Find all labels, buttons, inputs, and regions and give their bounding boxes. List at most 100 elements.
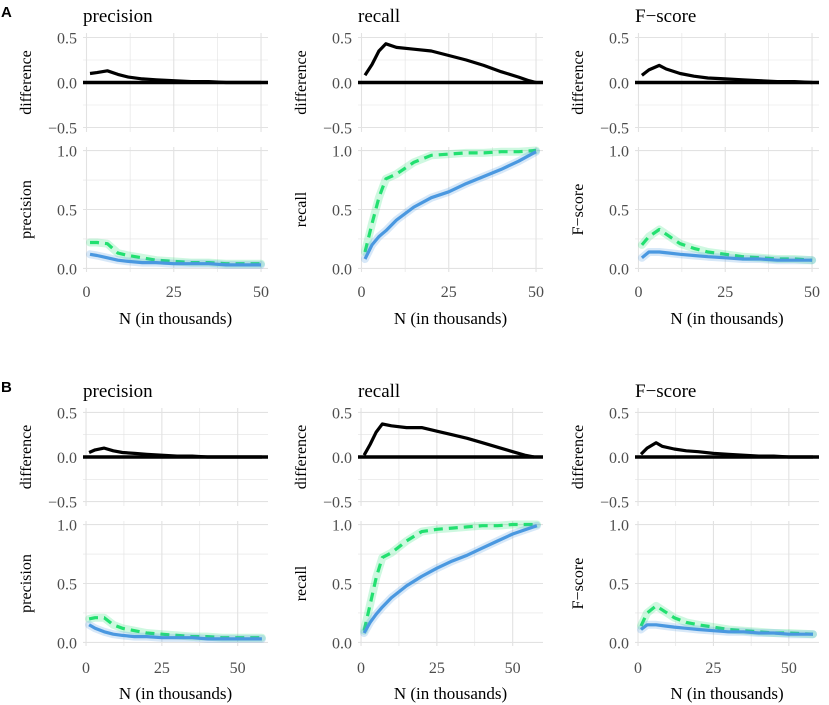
y-axis-label-a3-bottom: F−score	[570, 184, 587, 236]
y-tick-label-b1-bottom: 0.0	[57, 635, 77, 652]
x-axis-label-a2: N (in thousands)	[394, 309, 507, 328]
x-tick-label-a3: 0	[634, 284, 642, 301]
difference-series-line-a3-top	[640, 63, 813, 85]
y-tick-label-a2-bottom: 0.5	[332, 203, 352, 220]
y-tick-label-a1-top: −0.5	[48, 121, 77, 138]
y-tick-label-a2-bottom: 0.0	[332, 261, 352, 278]
y-tick-label-a1-bottom: 0.0	[57, 261, 77, 278]
column-title-b3: F−score	[635, 381, 696, 402]
subplot-column-b-3: F−score −0.5 0.0 0.5 difference 0.0 0.5 1.0 F−sc…	[570, 381, 819, 703]
column-title-b1: precision	[83, 381, 153, 402]
solid-series-line-b2-bottom	[362, 524, 538, 634]
x-axis-label-b2: N (in thousands)	[394, 684, 507, 703]
y-tick-label-b3-bottom: 0.5	[609, 577, 629, 594]
x-tick-label-b1: 25	[154, 660, 170, 677]
y-tick-label-a1-bottom: 0.5	[57, 203, 77, 220]
y-tick-label-a1-top: 0.0	[57, 76, 77, 93]
difference-series-line-a2-top	[363, 42, 537, 85]
dashed-series-line-b2-bottom	[362, 522, 537, 632]
x-tick-label-a2: 0	[357, 284, 365, 301]
y-tick-label-b3-bottom: 1.0	[609, 518, 629, 535]
solid-series-line-b3-bottom	[640, 623, 813, 636]
difference-series-line-b2-top	[362, 422, 535, 459]
y-tick-label-a2-top: 0.5	[332, 31, 352, 48]
y-tick-label-b2-top: 0.5	[332, 405, 352, 422]
y-tick-label-a3-top: 0.5	[609, 31, 629, 48]
y-tick-label-a3-bottom: 0.0	[609, 261, 629, 278]
dashed-series-line-b3-bottom	[639, 604, 814, 636]
y-axis-label-b1-top: difference	[18, 425, 35, 490]
x-tick-label-b3: 25	[705, 660, 721, 677]
y-tick-label-b1-top: −0.5	[48, 495, 77, 512]
x-axis-label-a3: N (in thousands)	[670, 309, 783, 328]
solid-series-line-a2-bottom	[363, 150, 537, 260]
y-tick-label-b2-top: 0.0	[332, 450, 352, 467]
x-tick-label-b1: 50	[230, 660, 246, 677]
y-tick-label-a3-top: 0.0	[609, 76, 629, 93]
y-axis-label-b3-bottom: F−score	[570, 558, 587, 610]
column-title-b2: recall	[358, 381, 400, 402]
x-tick-label-a3: 50	[804, 284, 820, 301]
y-tick-label-a2-bottom: 1.0	[332, 144, 352, 161]
y-tick-label-a2-top: 0.0	[332, 76, 352, 93]
column-title-a3: F−score	[635, 6, 696, 27]
dashed-series-band-b2-bottom	[360, 520, 541, 635]
solid-series-band-b2-bottom	[360, 521, 541, 637]
y-tick-label-b2-bottom: 0.5	[332, 577, 352, 594]
x-tick-label-b3: 0	[634, 660, 642, 677]
x-tick-label-a1: 50	[253, 284, 269, 301]
y-axis-label-a2-top: difference	[293, 50, 310, 115]
y-tick-label-a2-top: −0.5	[323, 121, 352, 138]
y-tick-label-a3-bottom: 0.5	[609, 203, 629, 220]
y-tick-label-a1-top: 0.5	[57, 31, 77, 48]
y-axis-label-b1-bottom: precision	[18, 554, 35, 613]
y-tick-label-b1-bottom: 0.5	[57, 577, 77, 594]
y-axis-label-b2-top: difference	[293, 425, 310, 490]
dashed-series-line-a2-bottom	[363, 148, 537, 253]
difference-series-line-a1-top	[89, 69, 261, 85]
dashed-series-line-a3-bottom	[640, 227, 813, 262]
y-tick-label-b1-top: 0.5	[57, 405, 77, 422]
x-tick-label-b2: 0	[357, 660, 365, 677]
x-tick-label-a2: 50	[528, 284, 544, 301]
x-axis-label-b1: N (in thousands)	[119, 684, 232, 703]
x-axis-label-b3: N (in thousands)	[670, 684, 783, 703]
subplot-column-a-3: F−score −0.5 0.0 0.5 difference 0.0 0.5 1.0 F−sc…	[570, 6, 820, 328]
y-tick-label-a3-top: −0.5	[600, 121, 629, 138]
y-axis-label-b3-top: difference	[570, 425, 587, 490]
y-tick-label-b2-bottom: 0.0	[332, 635, 352, 652]
y-axis-label-a3-top: difference	[570, 50, 587, 115]
y-tick-label-a3-bottom: 1.0	[609, 144, 629, 161]
subplot-column-a-2: recall −0.5 0.0 0.5 difference 0.0 0.5 1.0 recal…	[293, 6, 544, 328]
column-title-a1: precision	[83, 6, 153, 27]
column-title-a2: recall	[358, 6, 400, 27]
solid-series-line-b1-bottom	[88, 623, 262, 641]
y-tick-label-b1-bottom: 1.0	[57, 518, 77, 535]
y-tick-label-a1-bottom: 1.0	[57, 144, 77, 161]
x-tick-label-b2: 25	[429, 660, 445, 677]
subplot-column-b-2: recall −0.5 0.0 0.5 difference 0.0 0.5 1.0 recal…	[293, 381, 543, 703]
y-axis-label-a1-bottom: precision	[18, 180, 35, 239]
y-tick-label-b3-top: 0.0	[609, 450, 629, 467]
x-tick-label-b3: 50	[781, 660, 797, 677]
y-tick-label-b3-top: −0.5	[600, 495, 629, 512]
difference-series-line-b3-top	[639, 441, 813, 459]
dashed-series-line-b1-bottom	[88, 616, 262, 640]
y-axis-label-a1-top: difference	[18, 50, 35, 115]
x-tick-label-a3: 25	[717, 284, 733, 301]
y-axis-label-b2-bottom: recall	[293, 565, 310, 601]
solid-series-line-a3-bottom	[640, 250, 813, 262]
solid-series-band-a2-bottom	[361, 147, 540, 263]
x-tick-label-a1: 25	[166, 284, 182, 301]
y-axis-label-a2-bottom: recall	[293, 191, 310, 227]
panel-letter-a: A	[1, 4, 12, 21]
x-tick-label-a2: 25	[441, 284, 457, 301]
x-axis-label-a1: N (in thousands)	[119, 309, 232, 328]
panel-letter-b: B	[1, 379, 12, 396]
y-tick-label-b2-bottom: 1.0	[332, 518, 352, 535]
x-tick-label-b1: 0	[82, 660, 90, 677]
y-tick-label-b1-top: 0.0	[57, 450, 77, 467]
x-tick-label-a1: 0	[82, 284, 90, 301]
solid-series-line-a1-bottom	[89, 252, 261, 267]
